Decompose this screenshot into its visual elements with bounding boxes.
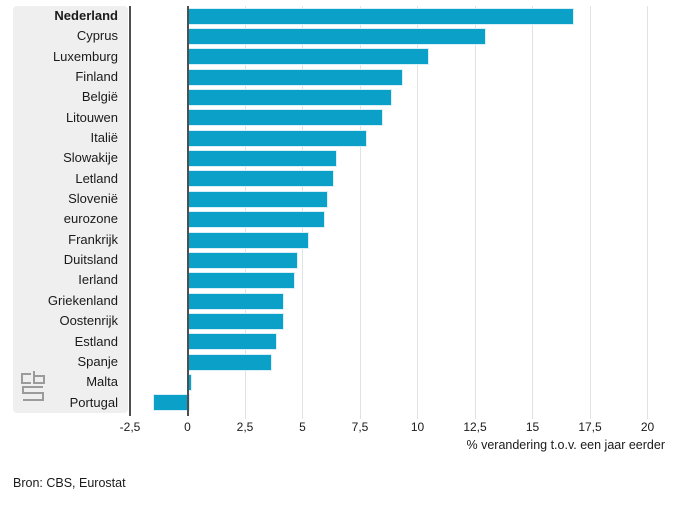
x-tick-label: 10: [410, 420, 425, 434]
bar-oostenrijk: [188, 313, 283, 329]
plot-area: [129, 6, 660, 419]
category-label: Litouwen: [65, 109, 118, 125]
category-label: Finland: [75, 69, 118, 85]
gridline: [417, 6, 418, 419]
zero-axis-line: [186, 6, 189, 416]
x-axis-tick-labels: -2,5 0 2,5 5 7,5 10 12,5 15 17,5 20: [120, 420, 660, 436]
bar-estland: [188, 334, 276, 350]
category-label-panel: Nederland Cyprus Luxemburg Finland België Lit…: [13, 6, 128, 413]
category-label: Italië: [90, 130, 118, 146]
category-label: Malta: [86, 374, 118, 390]
bar-frankrijk: [188, 232, 309, 248]
bar-spanje: [188, 354, 272, 370]
bar-nederland: [188, 8, 573, 24]
cbs-logo-glyph: [21, 371, 45, 401]
category-label: Estland: [74, 333, 118, 349]
category-label: Slowakije: [63, 150, 118, 166]
bar-cyprus: [188, 29, 486, 45]
category-label: eurozone: [63, 211, 118, 227]
bar-eurozone: [188, 212, 325, 228]
gridline: [647, 6, 648, 419]
x-tick-label: 0: [184, 420, 191, 434]
bar-duitsland: [188, 252, 297, 268]
category-label: Duitsland: [63, 252, 118, 268]
cbs-logo: [21, 371, 45, 401]
x-tick-label: 15: [525, 420, 540, 434]
category-label: Ierland: [78, 272, 118, 288]
bar-litouwen: [188, 110, 382, 126]
x-tick-label: -2,5: [119, 420, 141, 434]
gridline: [359, 6, 361, 419]
bar-portugal: [154, 395, 189, 411]
bar-finland: [188, 69, 403, 85]
category-label: Portugal: [69, 394, 118, 410]
bar-slowakije: [188, 151, 336, 167]
x-tick-label: 17,5: [578, 420, 602, 434]
x-tick-label: 12,5: [463, 420, 487, 434]
bar-belgi-: [188, 90, 391, 106]
bar-luxemburg: [188, 49, 428, 65]
category-label: Oostenrijk: [59, 313, 118, 329]
category-label: Cyprus: [76, 28, 118, 44]
gridline: [589, 6, 591, 419]
bar-sloveni-: [188, 191, 327, 207]
gridline: [532, 6, 533, 419]
bar-malta: [188, 374, 191, 390]
x-tick-label: 7,5: [351, 420, 369, 434]
category-label: Nederland: [54, 8, 118, 23]
x-axis-title: % verandering t.o.v. een jaar eerder: [466, 438, 666, 452]
plot-left-edge-line: [129, 6, 131, 416]
category-label: Slovenië: [68, 191, 118, 207]
bar-griekenland: [188, 293, 283, 309]
gridline: [474, 6, 476, 419]
category-label: België: [81, 89, 118, 105]
x-tick-label: 5: [299, 420, 306, 434]
category-label: Letland: [75, 170, 118, 186]
x-tick-label: 2,5: [236, 420, 254, 434]
x-tick-label: 20: [640, 420, 655, 434]
category-label: Spanje: [77, 353, 118, 369]
bar-itali-: [188, 130, 366, 146]
category-label: Griekenland: [47, 292, 118, 308]
source-note: Bron: CBS, Eurostat: [13, 476, 126, 490]
category-label: Luxemburg: [52, 48, 118, 64]
category-label: Frankrijk: [68, 231, 118, 247]
bar-ierland: [188, 273, 295, 289]
bar-letland: [188, 171, 334, 187]
